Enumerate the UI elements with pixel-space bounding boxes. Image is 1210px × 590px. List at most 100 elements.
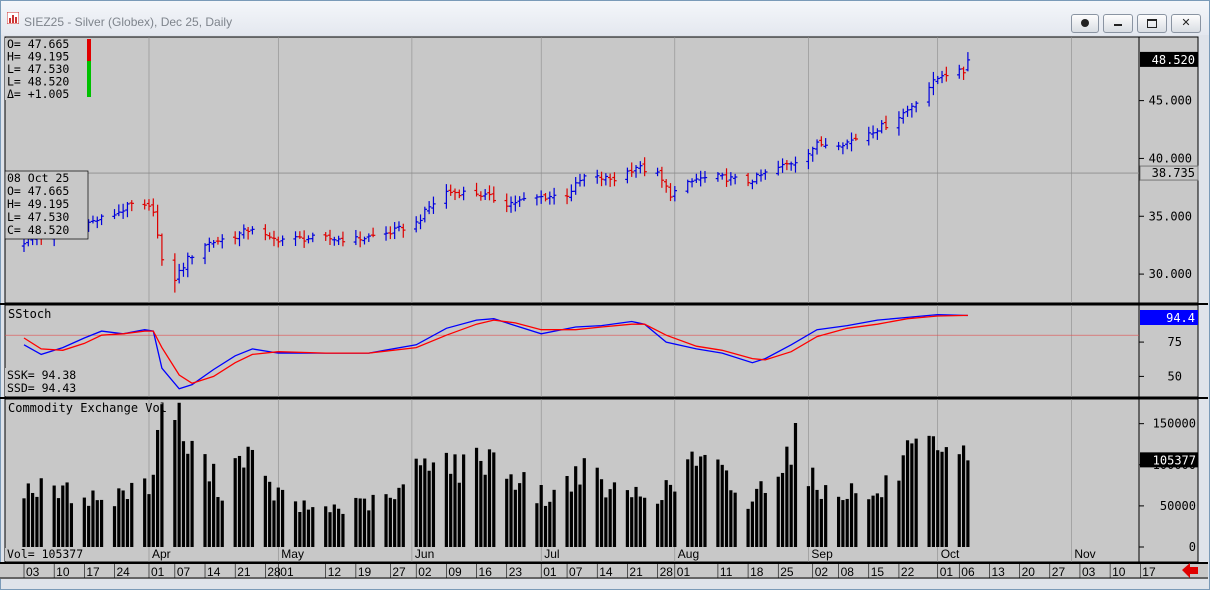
ohlc-bar [905,105,910,117]
volume-bar [479,460,483,547]
volume-bar [944,447,948,547]
volume-bar [56,498,61,547]
date-tick-label: 17 [1142,565,1156,579]
volume-bar [453,454,457,547]
ohlc-bar [577,173,583,187]
date-tick-label: 19 [358,565,372,579]
date-tick-label: 21 [237,565,251,579]
ohlc-bar [401,223,406,238]
volume-bar [237,455,242,547]
ohlc-bar [353,229,359,246]
volume-bar [462,454,466,547]
ohlc-bar [793,156,798,173]
record-button[interactable] [1071,14,1099,33]
ohlc-bar [663,179,669,193]
ohlc-bar [754,172,759,185]
ohlc-bar [176,263,182,284]
ohlc-bar [478,191,484,201]
ohlc-bar [698,170,703,187]
panel-divider [0,303,1208,305]
volume-bar [733,492,737,547]
maximize-button[interactable] [1137,14,1167,33]
ohlc-bar [750,179,755,190]
ohlc-bar [625,167,630,184]
quote-down-bar [87,39,91,61]
month-label: Oct [941,547,960,561]
ohlc-bar [271,230,277,247]
ohlc-bar [810,146,815,162]
ohlc-bar [961,66,966,80]
volume-bar [449,473,453,547]
volume-bar [125,499,130,547]
volume-bar [418,465,423,547]
volume-bar [849,483,854,547]
date-tick-label: 11 [720,565,733,579]
ohlc-bar [870,125,876,139]
date-tick-label: 28 [267,565,281,579]
close-button[interactable]: ✕ [1171,14,1201,33]
ohlc-bar [957,64,962,79]
ohlc-bar [672,186,678,202]
date-tick-label: 20 [1022,565,1036,579]
volume-bar [384,494,388,547]
ohlc-bar [392,222,397,240]
volume-bar [880,497,884,547]
date-tick-label: 24 [117,565,131,579]
volume-bar [358,498,362,547]
volume-bar [699,456,703,547]
volume-bar [836,496,841,547]
month-label: Jun [415,547,434,561]
ohlc-bar [659,166,665,188]
volume-bar [151,474,155,547]
cursor-line: C= 48.520 [7,223,69,237]
volume-bar [690,451,694,547]
ohlc-bar [211,239,216,248]
ohlc-bar [814,139,820,155]
volume-bar [867,499,871,547]
ohlc-bar [931,71,936,96]
date-tick-label: 25 [780,565,794,579]
volume-bar [936,450,940,547]
date-tick-label: 21 [629,565,643,579]
ohlc-bar [125,201,130,218]
record-dot-icon [1081,19,1089,27]
volume-bar [595,467,599,547]
ohlc-bar [732,173,738,185]
ohlc-bar [758,169,764,182]
title-bar[interactable]: SIEZ25 - Silver (Globex), Dec 25, Daily … [1,1,1209,35]
ohlc-bar [607,173,613,187]
volume-bar [281,489,285,547]
cursor-box [4,170,89,240]
crosshair-label: 38.735 [1152,166,1195,180]
volume-bar [143,478,147,547]
stoch-title: SStoch [8,307,51,321]
ohlc-bar [819,136,824,147]
volume-bar [26,483,30,547]
ohlc-bar [685,179,690,194]
volume-bar [819,498,823,547]
volume-bar [673,491,677,547]
volume-bar [569,491,573,547]
ohlc-bar [263,224,268,241]
ohlc-bar [547,191,553,205]
volume-bar [130,482,134,547]
ohlc-bar [237,231,242,247]
ohlc-bar [965,52,971,72]
date-tick-label: 07 [177,565,191,579]
ohlc-bar [383,226,389,241]
quote-line: L= 47.530 [7,62,69,76]
volume-bar [186,453,190,547]
ohlc-bar [521,192,527,201]
minimize-button[interactable] [1103,14,1133,33]
volume-bar [341,513,345,547]
volume-bar [643,497,647,547]
volume-bar [811,467,815,547]
ohlc-bar [250,226,255,235]
ohlc-bar [534,194,540,206]
volume-bar [268,481,272,547]
ohlc-bar [112,209,117,220]
volume-tick-label: 50000 [1160,499,1196,513]
stoch-values-box [5,368,105,396]
volume-bar [212,463,216,547]
scroll-right-arrow-icon[interactable] [1182,563,1198,578]
